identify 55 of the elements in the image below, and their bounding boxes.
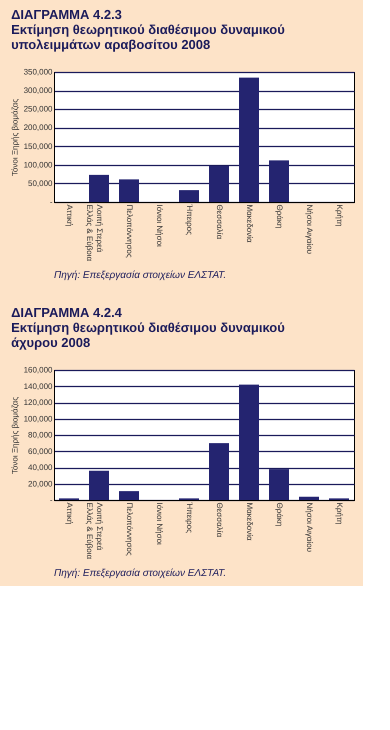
y-tick-label: 160,000 (24, 366, 54, 374)
y-tick-label: 140,000 (24, 382, 54, 391)
bar (119, 491, 139, 500)
x-tick-label: Ιόνιοι Νήσοι (155, 502, 164, 546)
y-tick-label: 250,000 (24, 104, 54, 114)
x-tick-label: Μακεδονία (245, 204, 254, 244)
y-tick-label: - (50, 496, 53, 504)
y-tick-label: 40,000 (28, 463, 54, 472)
y-tick-label: 80,000 (28, 430, 54, 440)
x-tick-label: Λοιπή Στερεά Ελλάς & Εύβοια (85, 204, 104, 262)
y-axis-title: Τόνοι Ξηρής βιομάζας (10, 396, 20, 474)
bar (239, 78, 259, 202)
y-tick-label: 200,000 (24, 123, 54, 132)
y-tick-label: 100,000 (24, 414, 54, 424)
chart-title: ΔΙΑΓΡΑΜΜΑ 4.2.4 Εκτίμηση θεωρητικού διαθέσιμου δυναμικού άχυρου 2008 (11, 305, 286, 350)
x-tick-label: Θεσσαλία (215, 502, 224, 538)
bar (299, 496, 319, 500)
y-tick-label: 100,000 (24, 160, 54, 170)
x-tick-label: Πελοπόννησος (125, 204, 134, 258)
bar (269, 469, 289, 500)
bar (119, 179, 139, 202)
bar (179, 190, 199, 202)
x-tick-label: Θεσσαλία (215, 204, 224, 240)
x-tick-label: Μακεδονία (245, 502, 254, 542)
y-tick-label: - (50, 198, 53, 206)
x-tick-label: Αττική (65, 204, 74, 226)
y-tick-label: 350,000 (24, 68, 54, 76)
x-tick-label: Κρήτη (335, 502, 344, 524)
bar (209, 443, 229, 500)
chart-title: ΔΙΑΓΡΑΜΜΑ 4.2.3 Εκτίμηση θεωρητικού διαθέσιμου δυναμικού υπολειμμάτων αραβοσίτου 2008 (11, 7, 286, 52)
x-tick-label: Ήπειρος (185, 502, 194, 534)
y-tick-label: 120,000 (24, 398, 54, 407)
x-tick-label: Πελοπόννησος (125, 502, 134, 556)
x-tick-label: Θράκη (275, 502, 284, 526)
y-tick-label: 300,000 (24, 86, 54, 96)
x-tick-label: Λοιπή Στερεά Ελλάς & Εύβοια (85, 502, 104, 560)
x-tick-label: Νήσοι Αιγαίου (305, 502, 314, 552)
y-tick-label: 60,000 (28, 446, 54, 456)
text: Πηγή: Επεξεργασία στοιχείων ΕΛΣΤΑΤ. (54, 270, 226, 281)
y-axis-title: Τόνοι Ξηρής βιομάζας (10, 98, 20, 176)
y-tick-label: 50,000 (28, 178, 54, 188)
x-tick-label: Θράκη (275, 204, 284, 228)
x-tick-label: Αττική (65, 502, 74, 524)
x-tick-label: Ήπειρος (185, 204, 194, 236)
bar (269, 160, 289, 202)
text: Πηγή: Επεξεργασία στοιχείων ΕΛΣΤΑΤ. (54, 568, 226, 579)
x-tick-label: Κρήτη (335, 204, 344, 226)
x-tick-label: Νήσοι Αιγαίου (305, 204, 314, 254)
bar (209, 166, 229, 202)
x-tick-label: Ιόνιοι Νήσοι (155, 204, 164, 248)
bar (239, 384, 259, 500)
y-tick-label: 20,000 (28, 479, 54, 488)
bar (89, 174, 109, 202)
y-tick-label: 150,000 (24, 142, 54, 151)
bar (89, 470, 109, 500)
